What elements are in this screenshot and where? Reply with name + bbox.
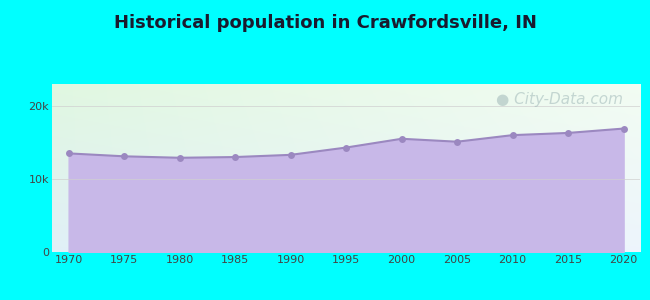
Text: ● City-Data.com: ● City-Data.com [495, 92, 623, 107]
Text: Historical population in Crawfordsville, IN: Historical population in Crawfordsville,… [114, 14, 536, 32]
